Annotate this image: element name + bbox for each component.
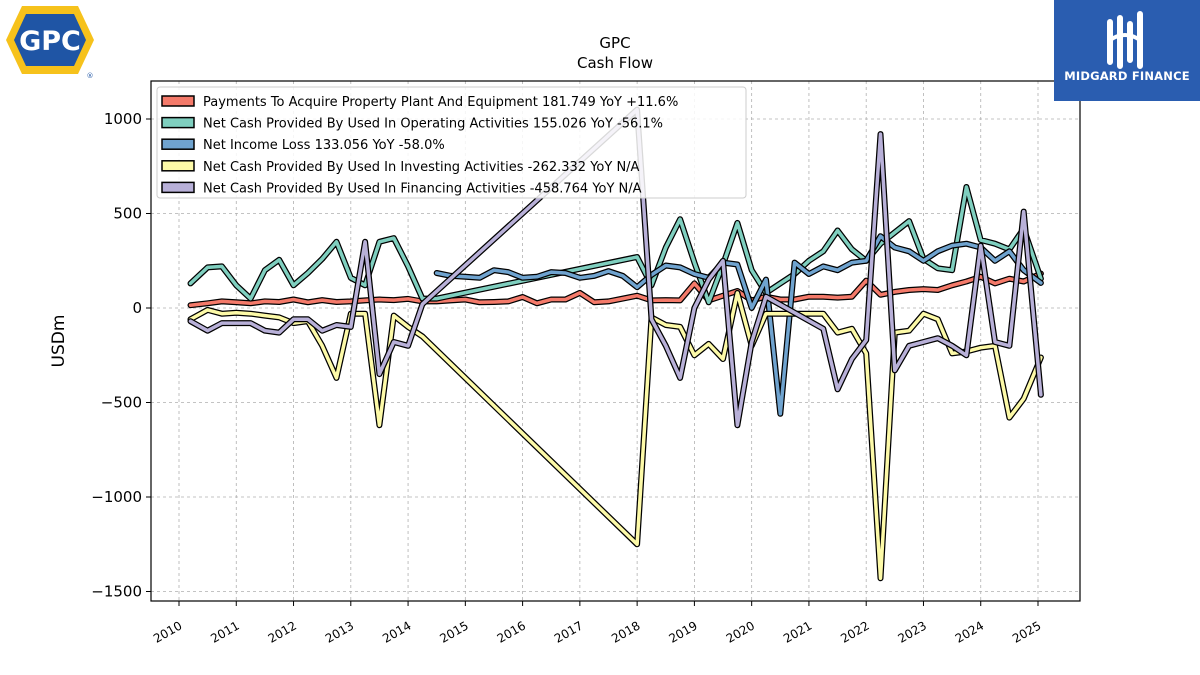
- x-tick-label: 2017: [552, 618, 585, 645]
- chart-subtitle: Cash Flow: [577, 54, 653, 72]
- legend: Payments To Acquire Property Plant And E…: [156, 86, 747, 199]
- registered-mark: ®: [87, 72, 94, 80]
- legend-item: Net Cash Provided By Used In Financing A…: [161, 181, 642, 196]
- series-line-stroke: [188, 185, 1043, 305]
- series-1-line: [187, 184, 1044, 306]
- series-line-stroke: [188, 291, 1043, 581]
- series-line-stroke: [188, 271, 1043, 307]
- legend-label: Net Cash Provided By Used In Financing A…: [203, 181, 642, 196]
- series-4-line: [187, 106, 1044, 429]
- y-tick-label: 0: [132, 299, 142, 317]
- legend-swatch: [161, 116, 195, 129]
- x-tick-label: 2015: [437, 618, 470, 645]
- gpc-logo-text: GPC: [19, 26, 81, 57]
- legend-label: Payments To Acquire Property Plant And E…: [203, 95, 678, 110]
- x-tick-label: 2019: [666, 618, 699, 645]
- series-lines: [187, 106, 1044, 582]
- series-line-outline: [187, 184, 1044, 306]
- legend-label: Net Cash Provided By Used In Operating A…: [203, 117, 663, 132]
- series-line-outline: [433, 233, 1044, 417]
- series-line-stroke: [434, 234, 1043, 416]
- y-tick-label: −500: [101, 394, 142, 412]
- chart-title: GPC: [599, 34, 630, 52]
- legend-item: Payments To Acquire Property Plant And E…: [161, 95, 678, 110]
- plot-frame: [150, 80, 1081, 602]
- midgard-finance-logo: MIDGARD FINANCE: [1054, 0, 1200, 101]
- legend-item: Net Income Loss 133.056 YoY -58.0%: [161, 138, 445, 153]
- gpc-logo-icon: GPC ®: [6, 6, 94, 80]
- legend-box: [156, 86, 747, 199]
- legend-swatch: [161, 160, 195, 172]
- x-tick-label: 2021: [781, 618, 814, 645]
- midgard-finance-logo-icon: [1107, 11, 1143, 69]
- y-tick-label: 1000: [104, 110, 142, 128]
- x-tick-label: 2010: [151, 618, 184, 645]
- legend-swatch: [161, 138, 195, 150]
- gpc-logo: GPC ®: [4, 4, 96, 80]
- x-tick-label: 2022: [838, 618, 871, 645]
- x-tick-label: 2014: [380, 618, 413, 645]
- x-axis: 2010 2011 2012 2013 2014 2015 2016 2017 2018 2019…: [151, 601, 1044, 646]
- series-0-line: [187, 270, 1044, 309]
- legend-item: Net Cash Provided By Used In Investing A…: [161, 160, 640, 175]
- x-tick-label: 2024: [953, 618, 986, 645]
- legend-label: Net Income Loss 133.056 YoY -58.0%: [203, 138, 445, 153]
- legend-swatch: [161, 181, 195, 194]
- x-tick-label: 2018: [609, 618, 642, 645]
- x-tick-label: 2016: [495, 618, 528, 645]
- x-tick-label: 2023: [896, 618, 929, 645]
- x-tick-label: 2020: [724, 618, 757, 645]
- legend-label: Net Cash Provided By Used In Investing A…: [203, 160, 640, 175]
- y-tick-label: −1500: [91, 583, 142, 601]
- legend-swatch: [161, 95, 195, 107]
- y-tick-label: −1000: [91, 488, 142, 506]
- series-line-stroke: [188, 107, 1043, 427]
- x-tick-label: 2012: [266, 618, 299, 645]
- series-2-line: [433, 233, 1044, 417]
- x-tick-label: 2011: [208, 618, 241, 645]
- y-axis-label: USDm: [49, 315, 69, 368]
- x-tick-label: 2025: [1010, 618, 1043, 645]
- y-axis: 1000 500 0 −500 −1000 −1500: [91, 110, 151, 601]
- x-tick-label: 2013: [323, 618, 356, 645]
- series-3-line: [187, 289, 1044, 582]
- legend-item: Net Cash Provided By Used In Operating A…: [161, 116, 663, 132]
- midgard-finance-text: MIDGARD FINANCE: [1064, 69, 1190, 83]
- y-tick-label: 500: [113, 205, 142, 223]
